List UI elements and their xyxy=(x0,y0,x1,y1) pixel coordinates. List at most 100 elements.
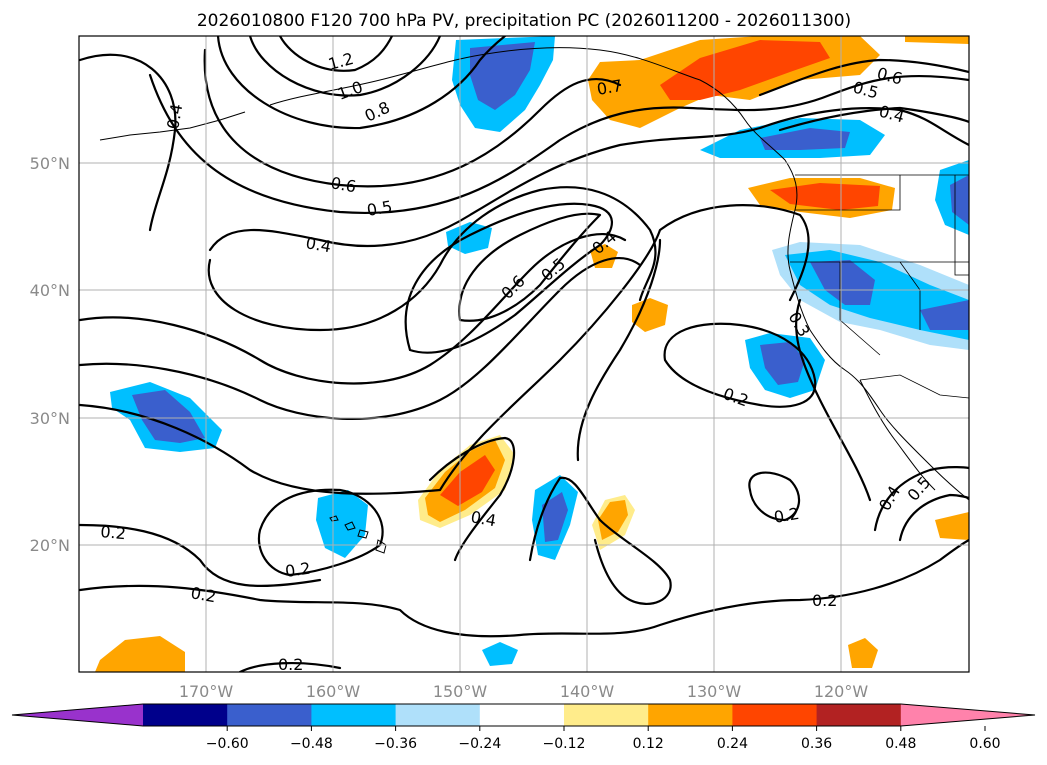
pv-contour-0p3-coast xyxy=(794,298,872,502)
pv-contours xyxy=(79,36,969,672)
precip-pos-panhandle-core xyxy=(660,40,830,100)
contour-label: 0.2 xyxy=(772,504,800,527)
pv-contour-0p2-south xyxy=(576,238,662,462)
pv-contour-0p3-west xyxy=(79,257,642,420)
colorbar-tick-label: 0.12 xyxy=(633,736,664,752)
pv-contour-0p5-mid xyxy=(404,202,613,354)
pv-contour-0p2-outer xyxy=(79,204,810,495)
hawaii-islands xyxy=(329,515,387,554)
map-panel: 1.2 1.0 0.8 0.6 0.5 0.4 0.4 0.6 0.5 0.4 … xyxy=(78,35,970,674)
precip-neg-bottom xyxy=(482,642,518,666)
colorbar-tick-label: −0.24 xyxy=(458,736,501,752)
colorbar-segment xyxy=(564,704,649,726)
contour-label: 0.5 xyxy=(365,197,393,220)
colorbar-segment xyxy=(227,704,312,726)
colorbar-extend-low xyxy=(12,704,143,726)
pv-contour-1p0 xyxy=(248,36,442,97)
colorbar-extend-high xyxy=(900,704,1035,726)
precip-pos-sw xyxy=(95,636,185,672)
lon-tick-label: 120°W xyxy=(814,682,869,701)
contour-label: 0.4 xyxy=(163,102,186,130)
precip-shading xyxy=(95,36,969,672)
precip-neg-hawaii xyxy=(316,490,368,558)
precip-pos-top-right xyxy=(905,36,969,44)
precip-pos-oregon-core xyxy=(770,183,880,210)
contour-label: 0.4 xyxy=(304,233,332,256)
colorbar-tick-label: −0.60 xyxy=(206,736,249,752)
coast-aleutian xyxy=(99,111,246,141)
latitude-labels: 50°N 40°N 30°N 20°N xyxy=(30,154,70,555)
contour-label: 0.6 xyxy=(329,173,357,196)
coastlines xyxy=(99,47,969,554)
lat-tick-label: 50°N xyxy=(30,154,70,173)
contour-label: 0.2 xyxy=(278,655,303,674)
pv-contour-0p4-east xyxy=(873,466,969,532)
lon-tick-label: 140°W xyxy=(560,682,615,701)
longitude-labels: 170°W 160°W 150°W 140°W 130°W 120°W xyxy=(179,682,869,701)
precip-pos-central-core xyxy=(440,455,495,506)
lat-tick-label: 20°N xyxy=(30,536,70,555)
colorbar-segment xyxy=(816,704,902,726)
pv-contour-0p5-east xyxy=(898,493,969,542)
colorbar-outline xyxy=(11,703,1036,727)
precip-neg-center-core xyxy=(542,492,568,542)
precip-pos-se xyxy=(848,638,878,668)
colorbar-segment xyxy=(143,704,228,726)
precip-pos-east xyxy=(935,512,969,540)
pv-contour-0p4-mid xyxy=(207,186,657,332)
pv-contour-0p4-left xyxy=(79,53,177,232)
pv-contour-0p4-loop xyxy=(79,233,627,385)
pv-contour-0p4-central xyxy=(428,436,516,562)
lon-tick-label: 150°W xyxy=(433,682,488,701)
precip-neg-bc-core xyxy=(760,128,850,150)
lon-tick-label: 130°W xyxy=(687,682,742,701)
coast-baja xyxy=(859,379,936,491)
pv-contour-0p2-bottom2 xyxy=(238,662,342,672)
precip-neg-calif-core2 xyxy=(920,300,969,330)
pv-contour-0p6-east xyxy=(758,58,969,97)
pv-contour-0p8 xyxy=(216,36,507,130)
contour-label: 0.4 xyxy=(469,507,497,530)
colorbar-segment xyxy=(311,704,397,726)
contour-label: 0.2 xyxy=(284,559,312,581)
precip-pos-south-core xyxy=(598,500,628,540)
colorbar-segment xyxy=(648,704,733,726)
contour-label: 0.2 xyxy=(812,591,837,610)
precip-neg-west-core xyxy=(132,390,205,443)
pv-contour-0p2-small xyxy=(748,471,801,522)
pv-contour-0p6-north xyxy=(203,48,622,188)
map-frame xyxy=(78,35,970,673)
precip-neg-calif-core xyxy=(810,260,875,305)
lat-tick-label: 40°N xyxy=(30,281,70,300)
pv-contour-0p2-bottom xyxy=(79,538,969,638)
precip-pos-small1 xyxy=(632,298,668,332)
pv-contour-0p4-east2 xyxy=(778,106,969,132)
colorbar-tick-label: −0.48 xyxy=(290,736,333,752)
gridlines xyxy=(79,36,969,672)
colorbar-segment xyxy=(395,704,481,726)
pv-contour-0p2-centralS xyxy=(528,476,672,605)
pv-contour-0p6-inner xyxy=(458,212,602,322)
colorbar-segment xyxy=(732,704,818,726)
lon-tick-label: 160°W xyxy=(306,682,361,701)
contour-label: 0.2 xyxy=(189,583,217,606)
lat-tick-label: 30°N xyxy=(30,409,70,428)
colorbar-tick-label: −0.36 xyxy=(374,736,417,752)
colorbar-tick-label: 0.60 xyxy=(969,736,1000,752)
colorbar-segment xyxy=(479,704,565,726)
map-title: 2026010800 F120 700 hPa PV, precipitatio… xyxy=(197,11,851,31)
border-mexico xyxy=(859,374,969,399)
precip-neg-gulf-core xyxy=(470,42,535,110)
pv-contour-0p2-sw xyxy=(79,523,322,588)
pv-contour-0p5-north xyxy=(148,73,969,214)
colorbar-tick-label: 0.36 xyxy=(801,736,832,752)
colorbar-tick-label: 0.24 xyxy=(717,736,748,752)
colorbar: −0.60 −0.48 −0.36 −0.24 −0.12 0.12 0.24 0.36 0.4… xyxy=(11,703,1036,752)
contour-label: 0.7 xyxy=(595,76,623,99)
colorbar-tick-label: 0.48 xyxy=(885,736,916,752)
pv-contour-0p2-loop xyxy=(663,322,817,408)
colorbar-tick-label: −0.12 xyxy=(543,736,586,752)
lon-tick-label: 170°W xyxy=(179,682,234,701)
pv-contour-1p2 xyxy=(278,36,394,72)
